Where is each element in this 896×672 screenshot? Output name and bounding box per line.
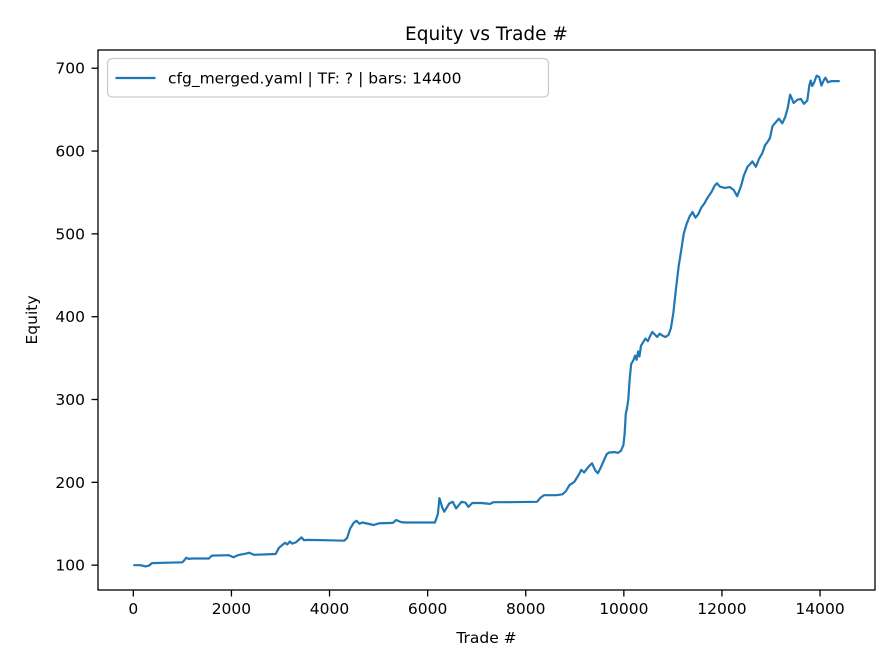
equity-line-series bbox=[133, 74, 840, 568]
y-tick-label: 200 bbox=[55, 474, 85, 492]
x-tick-label: 0 bbox=[128, 600, 138, 618]
legend: cfg_merged.yaml | TF: ? | bars: 14400 bbox=[106, 57, 550, 98]
x-tick-label: 14000 bbox=[795, 600, 844, 618]
y-tick-label: 600 bbox=[55, 143, 85, 161]
x-tick-label: 8000 bbox=[506, 600, 545, 618]
y-tick-label: 700 bbox=[55, 60, 85, 78]
x-tick-label: 6000 bbox=[408, 600, 447, 618]
legend-label: cfg_merged.yaml | TF: ? | bars: 14400 bbox=[168, 70, 461, 89]
y-tick-label: 400 bbox=[55, 308, 85, 326]
y-axis: 100 200 300 400 500 600 700 bbox=[55, 60, 98, 575]
y-tick-label: 300 bbox=[55, 391, 85, 409]
y-tick-label: 500 bbox=[55, 225, 85, 243]
y-axis-label: Equity bbox=[23, 295, 41, 344]
plot-area-spines bbox=[97, 49, 876, 591]
y-tick-label: 100 bbox=[55, 557, 85, 575]
x-tick-label: 4000 bbox=[310, 600, 349, 618]
legend-box bbox=[106, 57, 550, 98]
x-axis-label: Trade # bbox=[455, 629, 516, 647]
x-tick-label: 12000 bbox=[697, 600, 746, 618]
x-tick-label: 2000 bbox=[212, 600, 251, 618]
x-axis: 0 2000 4000 6000 8000 10000 12000 14000 bbox=[128, 590, 845, 618]
chart-title: Equity vs Trade # bbox=[405, 24, 568, 45]
x-tick-label: 10000 bbox=[599, 600, 648, 618]
